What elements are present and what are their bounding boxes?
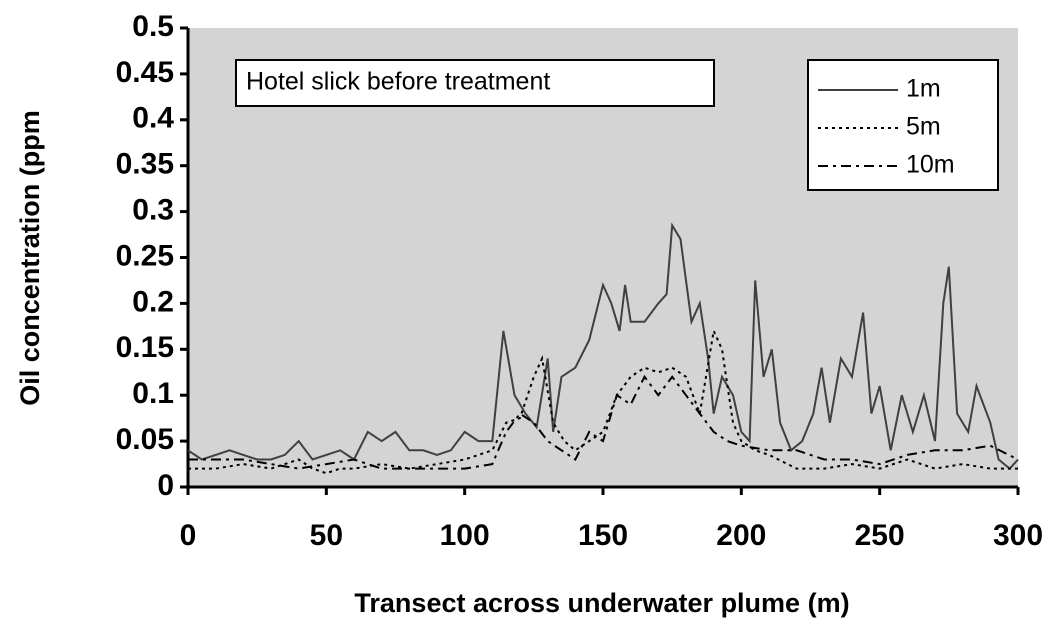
y-tick-label: 0.3 xyxy=(132,194,174,227)
x-tick-label: 200 xyxy=(716,519,766,552)
x-tick-label: 100 xyxy=(440,519,490,552)
annotation-box xyxy=(235,59,715,107)
y-tick-label: 0.45 xyxy=(116,56,174,89)
y-tick-label: 0.1 xyxy=(132,377,174,410)
x-tick-label: 300 xyxy=(993,519,1043,552)
legend-box xyxy=(807,59,999,191)
data-line xyxy=(187,222,1019,470)
y-axis-label: Oil concentration (ppm xyxy=(15,110,45,406)
legend-label: 1m xyxy=(906,75,941,103)
x-tick-label: 250 xyxy=(855,519,905,552)
x-axis-label: Transect across underwater plume (m) xyxy=(354,588,849,618)
y-tick-label: 0.25 xyxy=(116,239,174,272)
legend-label: 10m xyxy=(906,151,955,179)
legend-label: 5m xyxy=(906,113,941,141)
x-tick-label: 50 xyxy=(310,519,343,552)
y-tick-label: 0.05 xyxy=(116,423,174,456)
data-line xyxy=(188,374,1019,470)
y-tick-label: 0.35 xyxy=(116,148,174,181)
y-tick-label: 0.4 xyxy=(132,102,174,135)
y-tick-label: 0.5 xyxy=(132,10,174,43)
y-tick-label: 0 xyxy=(157,469,174,502)
y-tick-label: 0.2 xyxy=(132,285,174,318)
x-tick-label: 0 xyxy=(180,519,197,552)
x-tick-label: 150 xyxy=(578,519,628,552)
y-tick-label: 0.15 xyxy=(116,331,174,364)
annotation: Hotel slick before treatment xyxy=(246,68,550,96)
